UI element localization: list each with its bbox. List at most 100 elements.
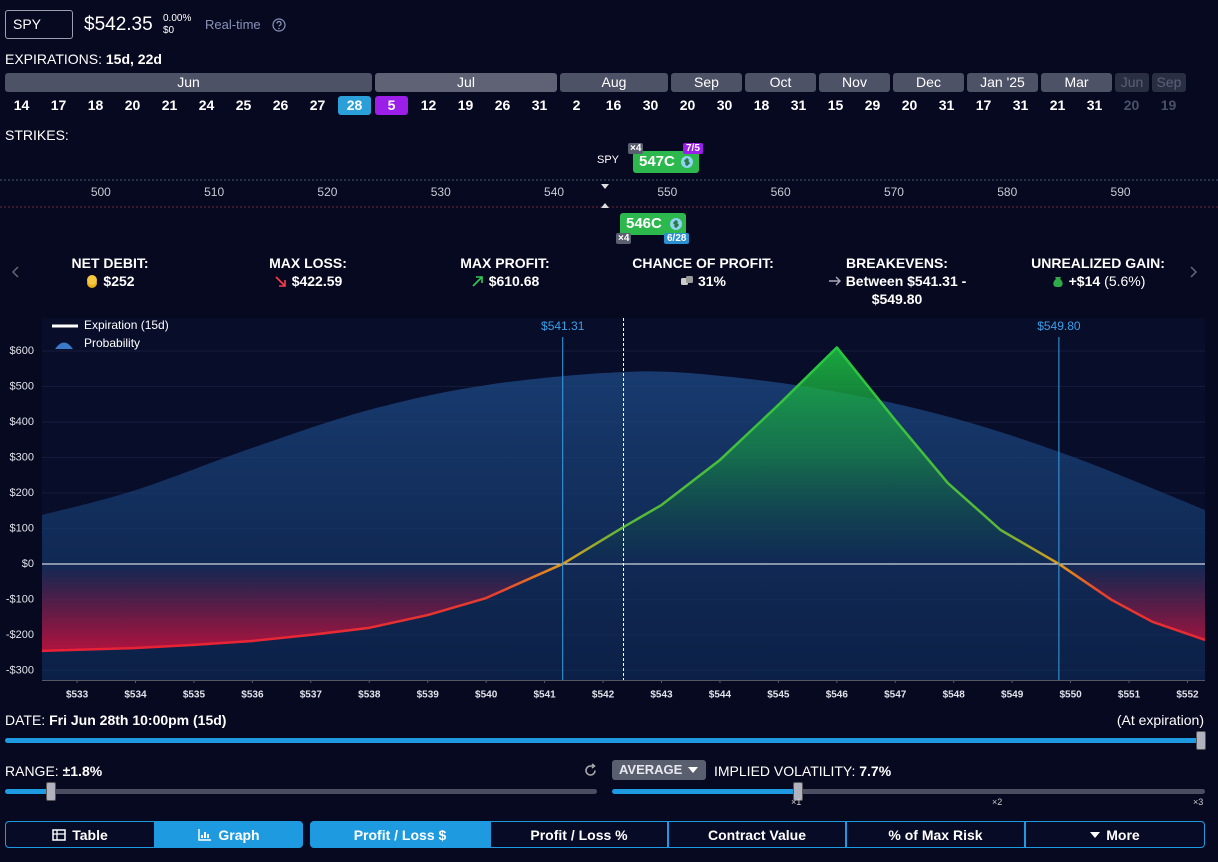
month[interactable]: Jun bbox=[1115, 73, 1149, 92]
expiry-day[interactable]: 15 bbox=[827, 97, 844, 113]
month[interactable]: Sep bbox=[1152, 73, 1186, 92]
expiry-day[interactable]: 29 bbox=[864, 97, 881, 113]
tab-label: Contract Value bbox=[707, 826, 807, 843]
expiry-day[interactable]: 26 bbox=[494, 97, 511, 113]
iv-handle[interactable] bbox=[793, 782, 803, 801]
tab-label: More bbox=[1106, 826, 1140, 843]
short-leg[interactable]: 546C bbox=[620, 213, 686, 235]
month[interactable]: Nov bbox=[819, 73, 890, 92]
expiry-day[interactable]: 27 bbox=[309, 97, 326, 113]
expiry-day[interactable]: 31 bbox=[790, 97, 807, 113]
expiry-day[interactable]: 20 bbox=[679, 97, 696, 113]
reset-icon[interactable] bbox=[583, 763, 598, 778]
metric-tab[interactable]: % of Max Risk bbox=[846, 821, 1025, 848]
symbol-input[interactable]: SPY bbox=[5, 10, 73, 39]
expiry-day[interactable]: 31 bbox=[1086, 97, 1103, 113]
value: Fri Jun 28th 10:00pm (15d) bbox=[49, 712, 227, 728]
expiry-day[interactable]: 16 bbox=[605, 97, 622, 113]
x-tick-label: $543 bbox=[650, 690, 673, 701]
range-slider[interactable] bbox=[5, 789, 597, 794]
month[interactable]: Jan '25 bbox=[967, 73, 1038, 92]
month[interactable]: Mar bbox=[1041, 73, 1112, 92]
stat: MAX LOSS: $422.59 bbox=[208, 254, 408, 290]
expiry-day[interactable]: 12 bbox=[420, 97, 437, 113]
legend-swatch bbox=[55, 342, 73, 349]
dropdown-caret bbox=[688, 767, 698, 773]
month[interactable]: Dec bbox=[893, 73, 964, 92]
metric-tab[interactable]: Contract Value bbox=[668, 821, 846, 848]
extra: (5.6%) bbox=[1104, 273, 1146, 289]
tab-icon bbox=[198, 828, 212, 841]
label: 547C bbox=[639, 153, 675, 170]
expiry-day[interactable]: 25 bbox=[235, 97, 252, 113]
chart: $600 $500 $400 $300 $200 $100 $0 -$100 -$200 -$30… bbox=[6, 318, 1205, 701]
stat-value: $252 bbox=[10, 272, 210, 290]
metric-tab[interactable]: Profit / Loss % bbox=[490, 821, 668, 848]
expiry-day[interactable]: 19 bbox=[457, 97, 474, 113]
prev-arrow[interactable] bbox=[9, 265, 21, 279]
expiry-day[interactable]: 18 bbox=[753, 97, 770, 113]
expiry-day[interactable]: 5 bbox=[375, 96, 408, 115]
expiry-day[interactable]: 28 bbox=[338, 96, 371, 115]
view-tab[interactable]: Table bbox=[5, 821, 155, 848]
expiry-day[interactable]: 20 bbox=[1123, 97, 1140, 113]
expiry-day[interactable]: 18 bbox=[87, 97, 104, 113]
month[interactable]: Jun bbox=[5, 73, 372, 92]
expiry-day[interactable]: 20 bbox=[901, 97, 918, 113]
label: 546C bbox=[626, 215, 662, 232]
date-handle[interactable] bbox=[1196, 731, 1206, 750]
date-slider[interactable] bbox=[5, 738, 1201, 743]
month[interactable]: Jul bbox=[375, 73, 557, 92]
expiry-day[interactable]: 19 bbox=[1160, 97, 1177, 113]
expiry-day[interactable]: 31 bbox=[938, 97, 955, 113]
month[interactable]: Sep bbox=[671, 73, 742, 92]
mode: Real-time bbox=[205, 17, 261, 32]
iv-slider[interactable] bbox=[612, 789, 1205, 794]
expiry-day[interactable]: 17 bbox=[975, 97, 992, 113]
expiry-day[interactable]: 20 bbox=[124, 97, 141, 113]
iv-scale-3: ×3 bbox=[1193, 797, 1204, 807]
x-tick-label: $538 bbox=[358, 690, 381, 701]
expiry-day[interactable]: 30 bbox=[716, 97, 733, 113]
tab-label: Profit / Loss $ bbox=[353, 826, 447, 843]
stat-value: $422.59 bbox=[208, 272, 408, 290]
strike-tick: 540 bbox=[544, 185, 565, 199]
price-markers bbox=[601, 184, 609, 208]
expiry-day[interactable]: 31 bbox=[531, 97, 548, 113]
breakeven-label: $541.31 bbox=[541, 319, 585, 333]
expiry-day[interactable]: 2 bbox=[572, 97, 581, 113]
stat-icon bbox=[472, 276, 483, 287]
change-abs: $0 bbox=[163, 25, 175, 36]
x-tick-label: $533 bbox=[66, 690, 89, 701]
change-pct: 0.00% bbox=[163, 13, 192, 24]
expiry-day[interactable]: 14 bbox=[13, 97, 30, 113]
month[interactable]: Oct bbox=[745, 73, 816, 92]
iv-mode[interactable]: AVERAGE bbox=[612, 760, 706, 780]
stat-icon bbox=[680, 276, 693, 285]
stat-icon bbox=[87, 275, 98, 288]
range-handle[interactable] bbox=[46, 782, 56, 801]
strike-tick: 520 bbox=[317, 185, 338, 199]
expiry-day[interactable]: 21 bbox=[161, 97, 178, 113]
x-tick-label: $536 bbox=[241, 690, 264, 701]
value: $422.59 bbox=[291, 273, 343, 289]
long-leg[interactable]: 547C bbox=[633, 151, 699, 173]
view-tab[interactable]: Graph bbox=[155, 821, 303, 848]
stat-label: MAX PROFIT: bbox=[460, 255, 550, 271]
long-qty: ×4 bbox=[628, 143, 644, 154]
value: $610.68 bbox=[488, 273, 540, 289]
expiry-day[interactable]: 21 bbox=[1049, 97, 1066, 113]
strike-tick: 570 bbox=[883, 185, 904, 199]
expiry-day[interactable]: 31 bbox=[1012, 97, 1029, 113]
expiry-day[interactable]: 30 bbox=[642, 97, 659, 113]
metric-tab[interactable]: More bbox=[1025, 821, 1205, 848]
stat-value: +$14 (5.6%) bbox=[998, 272, 1198, 290]
stat-label: MAX LOSS: bbox=[269, 255, 347, 271]
expiry-day[interactable]: 26 bbox=[272, 97, 289, 113]
expiry-day[interactable]: 24 bbox=[198, 97, 215, 113]
metric-tab[interactable]: Profit / Loss $ bbox=[310, 821, 490, 848]
month[interactable]: Aug bbox=[560, 73, 668, 92]
next-arrow[interactable] bbox=[1188, 265, 1200, 279]
expiry-day[interactable]: 17 bbox=[50, 97, 67, 113]
stat-icon bbox=[1052, 277, 1063, 287]
